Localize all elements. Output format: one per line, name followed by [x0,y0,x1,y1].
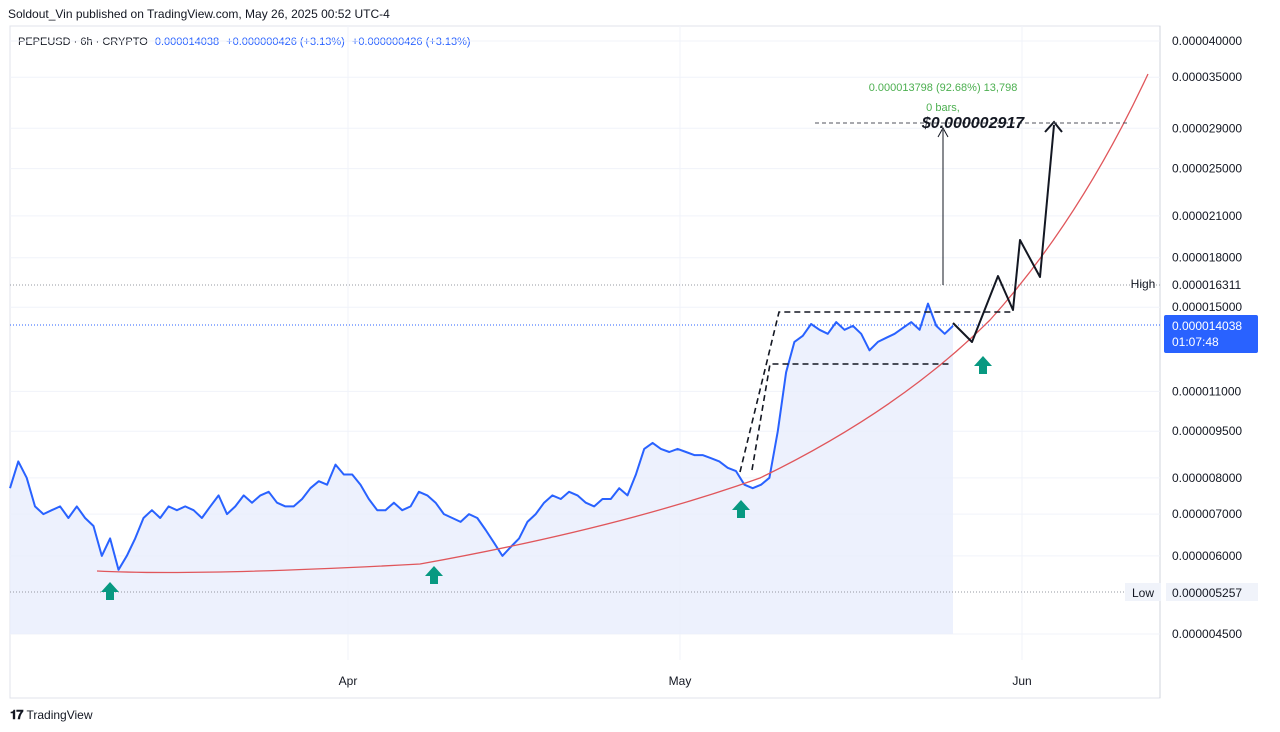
price-area-fill [10,303,953,634]
y-tick-label: 0.000029000 [1172,121,1242,135]
high-tag-label: High [1131,277,1156,291]
target-label: $0.000002917 [921,115,1025,132]
support-touch-arrows [101,356,992,600]
legend-change-1: +0.000000426 (+3.13%) [226,36,345,48]
measure-bars: 0 bars, [926,102,960,114]
symbol-legend: PEPEUSD · 6h · CRYPTO 0.000014038 +0.000… [18,36,471,48]
last-price-value: 0.000014038 [1172,319,1242,333]
y-tick-label: 0.000040000 [1172,34,1242,48]
footer-brand-label: TradingView [26,708,93,722]
y-tick-label: 0.000009500 [1172,424,1242,438]
low-tag-value: 0.000005257 [1172,586,1242,600]
y-tick-label: 0.000006000 [1172,549,1242,563]
y-tick-label: 0.000007000 [1172,507,1242,521]
y-tick-label: 0.000008000 [1172,471,1242,485]
breakout-channel [739,311,1014,473]
tradingview-logo-icon: 𝟏𝟕 [10,707,24,722]
price-line [9,302,954,571]
time-axis: Apr May Jun [339,674,1032,688]
up-arrow-icon [732,500,750,518]
measure-label: 0.000013798 (92.68%) 13,798 [869,82,1018,94]
high-tag-value: 0.000016311 [1172,278,1242,292]
price-axis: 0.000040000 0.000035000 0.000029000 0.00002… [1172,34,1242,641]
breakout-channel-bottom [751,363,952,471]
x-tick-label: Jun [1012,674,1031,688]
legend-price: 0.000014038 [154,36,220,48]
x-tick-label: May [669,674,692,688]
up-arrow-icon [974,356,992,374]
y-tick-label: 0.000018000 [1172,251,1242,265]
last-price-badge [1164,315,1258,353]
symbol-name[interactable]: PEPEUSD · 6h · CRYPTO [18,36,148,48]
measure-arrowhead [937,126,949,138]
countdown-timer: 01:07:48 [1172,335,1219,349]
y-tick-label: 0.000004500 [1172,627,1242,641]
up-arrow-icon [101,582,119,600]
footer-brand: 𝟏𝟕 TradingView [10,707,93,723]
y-tick-label: 0.000015000 [1172,300,1242,314]
up-arrow-icon [425,566,443,584]
projection-arrowhead [1044,120,1063,133]
y-tick-label: 0.000025000 [1172,162,1242,176]
y-tick-label: 0.000021000 [1172,209,1242,223]
projection-path [952,124,1055,343]
x-tick-label: Apr [339,674,358,688]
y-tick-label: 0.000011000 [1172,384,1242,398]
low-tag-label: Low [1132,586,1154,600]
publish-info: Soldout_Vin published on TradingView.com… [8,7,390,21]
legend-change-2: +0.000000426 (+3.13%) [351,36,471,48]
y-tick-label: 0.000035000 [1172,70,1242,84]
exponential-support-curve [96,73,1149,574]
